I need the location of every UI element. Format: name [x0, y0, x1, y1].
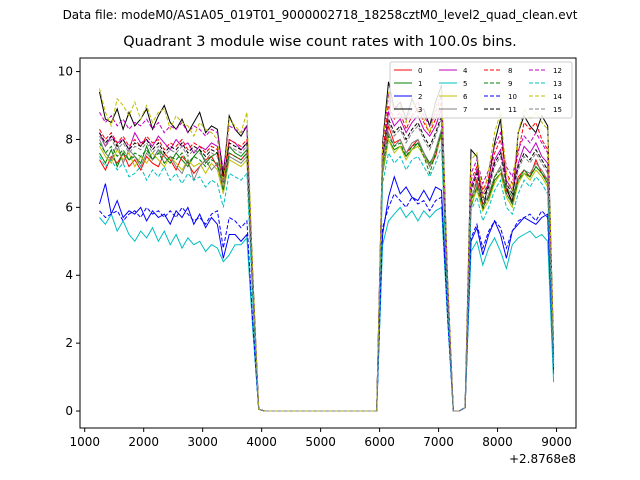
legend-label-0: 0 — [418, 67, 422, 75]
legend-label-7: 7 — [463, 106, 467, 114]
y-axis: 0 2 4 6 8 10 — [58, 65, 80, 418]
series-line-14 — [99, 88, 555, 412]
legend-label-11: 11 — [508, 106, 517, 114]
x-tick-label: 6000 — [364, 435, 395, 449]
chart-title: Quadrant 3 module wise count rates with … — [123, 34, 517, 50]
series-line-9 — [99, 132, 555, 412]
x-offset-label: +2.8768e8 — [508, 452, 576, 466]
legend-label-12: 12 — [553, 67, 562, 75]
series-lines — [99, 81, 555, 412]
y-tick-label: 2 — [65, 336, 73, 350]
plot-frame — [79, 57, 577, 429]
y-tick-label: 0 — [65, 404, 73, 418]
legend-label-10: 10 — [508, 93, 517, 101]
legend-label-8: 8 — [508, 67, 512, 75]
series-line-4 — [99, 108, 555, 412]
legend-label-4: 4 — [463, 67, 468, 75]
legend-label-5: 5 — [463, 80, 467, 88]
series-line-5 — [99, 206, 555, 412]
y-tick-label: 8 — [65, 132, 73, 146]
legend-label-13: 13 — [553, 80, 562, 88]
series-line-10 — [99, 192, 555, 412]
series-line-12 — [99, 93, 555, 412]
x-tick-label: 3000 — [187, 435, 218, 449]
x-tick-label: 4000 — [246, 435, 277, 449]
legend-label-1: 1 — [418, 80, 422, 88]
y-tick-label: 6 — [65, 200, 73, 214]
legend-box — [389, 61, 573, 119]
x-axis: 1000 2000 3000 4000 5000 6000 7000 8000 9000 — [69, 428, 572, 449]
legend-label-2: 2 — [418, 93, 422, 101]
y-tick-label: 4 — [65, 268, 73, 282]
legend-label-6: 6 — [463, 93, 468, 101]
legend-label-15: 15 — [553, 106, 562, 114]
series-line-0 — [99, 125, 555, 412]
x-tick-label: 5000 — [305, 435, 336, 449]
x-tick-label: 9000 — [541, 435, 572, 449]
x-tick-label: 2000 — [128, 435, 159, 449]
series-line-15 — [99, 118, 555, 412]
data-file-label: Data file: modeM0/AS1A05_019T01_90000027… — [62, 8, 578, 22]
x-tick-label: 8000 — [482, 435, 513, 449]
y-tick-label: 10 — [58, 65, 73, 79]
series-line-2 — [99, 175, 555, 412]
legend-label-9: 9 — [508, 80, 512, 88]
legend-label-3: 3 — [418, 106, 422, 114]
x-tick-label: 7000 — [423, 435, 454, 449]
series-line-7 — [99, 129, 555, 412]
legend-label-14: 14 — [553, 93, 562, 101]
x-tick-label: 1000 — [69, 435, 100, 449]
